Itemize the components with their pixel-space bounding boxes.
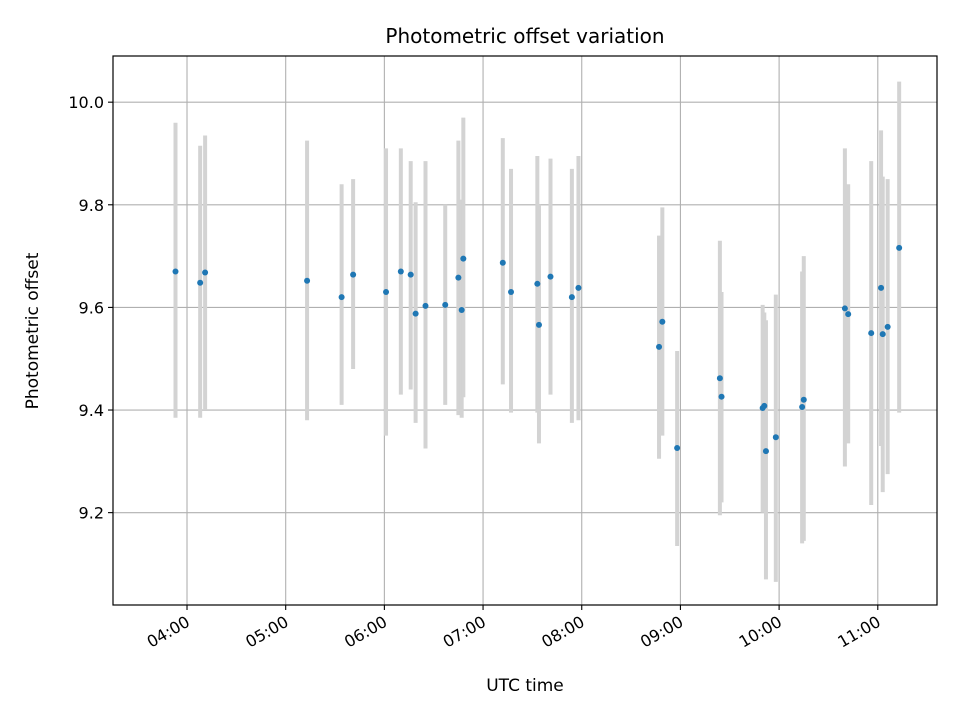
- data-point: [383, 289, 390, 296]
- x-axis-label: UTC time: [486, 676, 564, 696]
- data-point: [799, 403, 806, 410]
- data-point: [718, 393, 725, 400]
- data-point: [845, 311, 852, 318]
- data-point: [878, 284, 885, 291]
- data-point: [338, 294, 345, 301]
- data-point: [508, 289, 515, 296]
- data-point: [499, 259, 506, 266]
- data-point: [674, 444, 681, 451]
- data-point: [412, 310, 419, 317]
- data-point: [762, 448, 769, 455]
- data-point: [442, 301, 449, 308]
- data-point: [868, 330, 875, 337]
- data-point: [304, 277, 311, 284]
- data-point: [800, 396, 807, 403]
- y-tick-label: 9.8: [79, 196, 104, 215]
- data-point: [460, 255, 467, 262]
- data-point: [397, 268, 404, 275]
- data-point: [568, 294, 575, 301]
- y-tick-label: 10.0: [68, 93, 104, 112]
- data-points: [172, 244, 903, 455]
- data-point: [896, 244, 903, 251]
- data-point: [534, 280, 541, 287]
- data-point: [172, 268, 179, 275]
- y-tick-label: 9.6: [79, 298, 104, 317]
- y-axis-ticks: 9.2 9.4 9.6 9.8 10.0: [68, 93, 113, 523]
- plot-frame: [112, 55, 938, 606]
- y-tick-label: 9.4: [79, 401, 104, 420]
- data-point: [422, 302, 429, 309]
- data-point: [202, 269, 209, 276]
- y-axis-label: Photometric offset: [23, 252, 43, 409]
- data-point: [656, 343, 663, 350]
- data-point: [350, 271, 357, 278]
- data-point: [659, 318, 666, 325]
- data-point: [197, 279, 204, 286]
- data-point: [458, 306, 465, 313]
- data-point: [879, 331, 886, 338]
- data-point: [884, 323, 891, 330]
- y-tick-label: 9.2: [79, 504, 104, 523]
- data-point: [716, 375, 723, 382]
- data-point: [547, 273, 554, 280]
- data-point: [535, 321, 542, 328]
- data-point: [772, 434, 779, 441]
- data-point: [761, 402, 768, 409]
- data-point: [455, 274, 462, 281]
- data-point: [575, 284, 582, 291]
- chart-title: Photometric offset variation: [385, 24, 664, 48]
- grid: [113, 56, 937, 605]
- data-point: [841, 305, 848, 312]
- data-point: [407, 271, 414, 278]
